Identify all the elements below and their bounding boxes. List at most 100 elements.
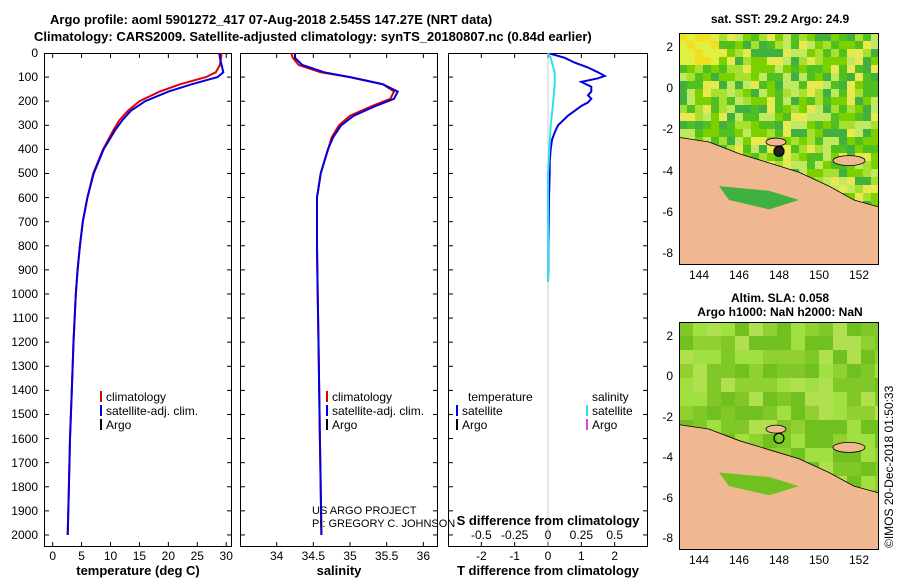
depth-tick-label: 1100 (12, 311, 38, 326)
map-cell (871, 73, 879, 81)
map-cell (763, 322, 777, 336)
map-cell (775, 97, 783, 105)
map-cell (775, 161, 783, 169)
map-cell (861, 434, 875, 448)
map-cell (871, 153, 879, 161)
map-cell (751, 49, 759, 57)
depth-tick-label: 1500 (11, 407, 38, 422)
map-cell (819, 448, 833, 462)
map-cell (871, 57, 879, 65)
map-cell (799, 33, 807, 41)
map-cell (861, 420, 875, 434)
map-cell (775, 73, 783, 81)
legend-item-satellite: satellite-adj. clim. (326, 404, 424, 418)
map-cell (767, 97, 775, 105)
map-cell (783, 33, 791, 41)
map-cell (815, 97, 823, 105)
map-cell (807, 41, 815, 49)
x-tick-label: 35 (343, 549, 357, 563)
map-cell (719, 97, 727, 105)
map-cell (763, 392, 777, 406)
map-cell (839, 113, 847, 121)
map-cell (695, 129, 703, 137)
map-cell (783, 97, 791, 105)
map-cell (871, 105, 879, 113)
map-cell (719, 113, 727, 121)
map-cell (721, 336, 735, 350)
map-cell (871, 169, 879, 177)
map-cell (871, 33, 879, 41)
map-cell (871, 145, 879, 153)
map-cell (703, 97, 711, 105)
map-cell (751, 89, 759, 97)
map-cell (679, 73, 687, 81)
map-cell (823, 57, 831, 65)
map-cell (767, 105, 775, 113)
difference-legend-salinity: salinity satellite Argo (586, 390, 633, 432)
map-cell (815, 57, 823, 65)
map-cell (875, 322, 879, 336)
map-cell (823, 105, 831, 113)
map-cell (707, 336, 721, 350)
map-cell (871, 121, 879, 129)
map-cell (799, 121, 807, 129)
map-cell (819, 350, 833, 364)
map-cell (759, 153, 767, 161)
series-line-temperature-satellite (547, 53, 608, 282)
map-cell (687, 129, 695, 137)
map-cell (799, 129, 807, 137)
map-cell (799, 153, 807, 161)
map-cell (763, 336, 777, 350)
map-cell (759, 41, 767, 49)
map-cell (819, 378, 833, 392)
map-cell (855, 81, 863, 89)
map-cell (807, 161, 815, 169)
map-cell (871, 49, 879, 57)
bay (719, 186, 799, 210)
map-cell (711, 49, 719, 57)
map-x-tick-label: 144 (688, 268, 710, 282)
map-cell (727, 73, 735, 81)
map-cell (749, 406, 763, 420)
map-cell (815, 113, 823, 121)
map-cell (831, 129, 839, 137)
map-cell (819, 392, 833, 406)
map-cell (721, 420, 735, 434)
map-cell (735, 406, 749, 420)
map-cell (735, 364, 749, 378)
map-cell (831, 137, 839, 145)
map-cell (805, 448, 819, 462)
map-cell (847, 392, 861, 406)
map-cell (791, 65, 799, 73)
legend-item-satellite: satellite-adj. clim. (100, 404, 198, 418)
map-cell (847, 177, 855, 185)
map-cell (805, 378, 819, 392)
map-cell (855, 73, 863, 81)
map-cell (863, 49, 871, 57)
map-y-tick-label: -4 (662, 163, 673, 178)
map-cell (833, 406, 847, 420)
map-y-tick-label: 0 (666, 81, 673, 96)
map-cell (847, 378, 861, 392)
map-cell (847, 41, 855, 49)
map-cell (805, 392, 819, 406)
header-line2: Climatology: CARS2009. Satellite-adjuste… (34, 29, 592, 44)
map-cell (751, 153, 759, 161)
map-cell (871, 129, 879, 137)
map-cell (831, 185, 839, 193)
map-cell (735, 65, 743, 73)
map-cell (751, 97, 759, 105)
map-cell (799, 57, 807, 65)
map-cell (831, 113, 839, 121)
x-tick-label: 35.5 (374, 549, 399, 563)
map-cell (831, 33, 839, 41)
map-cell (743, 73, 751, 81)
map-cell (679, 129, 687, 137)
x-tick-label: 25 (190, 549, 204, 563)
map-cell (783, 41, 791, 49)
map-cell (823, 97, 831, 105)
map-cell (823, 65, 831, 73)
map-cell (863, 41, 871, 49)
map-cell (791, 33, 799, 41)
map-cell (861, 378, 875, 392)
